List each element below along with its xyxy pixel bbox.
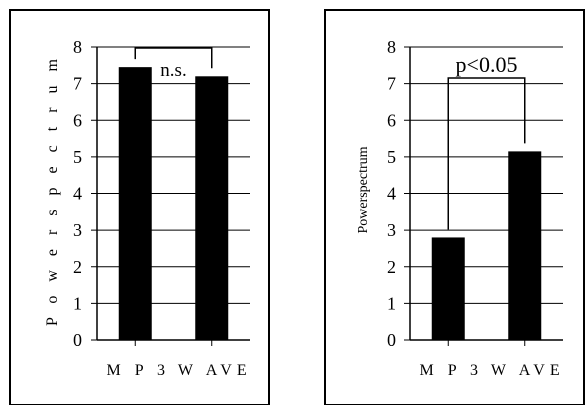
chart-right-bar bbox=[431, 237, 465, 340]
chart-left-ytick-label: 5 bbox=[73, 147, 82, 167]
chart-right-ytick-label: 2 bbox=[387, 257, 396, 277]
chart-left-ytick-label: 4 bbox=[73, 184, 82, 204]
chart-right-significance-label: p<0.05 bbox=[456, 52, 518, 77]
chart-right-ytick-label: 8 bbox=[387, 37, 396, 57]
chart-right-bar bbox=[508, 151, 542, 340]
chart-right-category-label: M P 3 bbox=[419, 362, 483, 379]
chart-left-significance-bracket bbox=[134, 47, 213, 69]
chart-left-category-label: M P 3 bbox=[106, 362, 170, 379]
chart-right-ytick-label: 1 bbox=[387, 293, 396, 313]
chart-right-significance-label-backdrop bbox=[453, 52, 520, 77]
chart-right-category-label: W AVE bbox=[491, 362, 565, 379]
chart-left-ytick-label: 0 bbox=[73, 330, 82, 350]
chart-left-marks: 0 1 2 3 4 5 6 7 8 M P 3 W AVE n.s. bbox=[73, 37, 252, 379]
chart-left-significance-label: n.s. bbox=[160, 60, 186, 81]
chart-left-significance-label-backdrop bbox=[159, 62, 188, 81]
chart-right: Powerspectrum 0 1 2 3 4 5 6 7 8 M P 3 W AVE p<0.05 bbox=[324, 9, 585, 405]
chart-left-category-label: W AVE bbox=[178, 362, 252, 379]
chart-left: P o w e r s p e c t r u m 0 1 2 3 4 5 6 7 8 M P 3… bbox=[9, 9, 270, 405]
chart-left-ytick-label: 6 bbox=[73, 110, 82, 130]
chart-left-ytick-label: 8 bbox=[73, 37, 82, 57]
chart-right-ytick-label: 4 bbox=[387, 184, 396, 204]
chart-left-ytick-label: 3 bbox=[73, 220, 82, 240]
chart-left-bar bbox=[195, 76, 229, 341]
chart-right-ytick-label: 7 bbox=[387, 74, 396, 94]
chart-right-ytick-label: 6 bbox=[387, 110, 396, 130]
chart-left-ylabel: P o w e r s p e c t r u m bbox=[44, 54, 61, 326]
chart-right-ytick-label: 0 bbox=[387, 330, 396, 350]
chart-right-ytick-label: 3 bbox=[387, 220, 396, 240]
chart-right-ylabel: Powerspectrum bbox=[356, 146, 371, 233]
chart-left-bar bbox=[118, 67, 152, 341]
chart-right-marks: 0 1 2 3 4 5 6 7 8 M P 3 W AVE p<0.05 bbox=[387, 37, 565, 379]
chart-left-ytick-label: 2 bbox=[73, 257, 82, 277]
chart-left-ytick-label: 1 bbox=[73, 293, 82, 313]
chart-right-ytick-label: 5 bbox=[387, 147, 396, 167]
chart-left-ytick-label: 7 bbox=[73, 74, 82, 94]
chart-right-significance-bracket bbox=[447, 77, 526, 230]
